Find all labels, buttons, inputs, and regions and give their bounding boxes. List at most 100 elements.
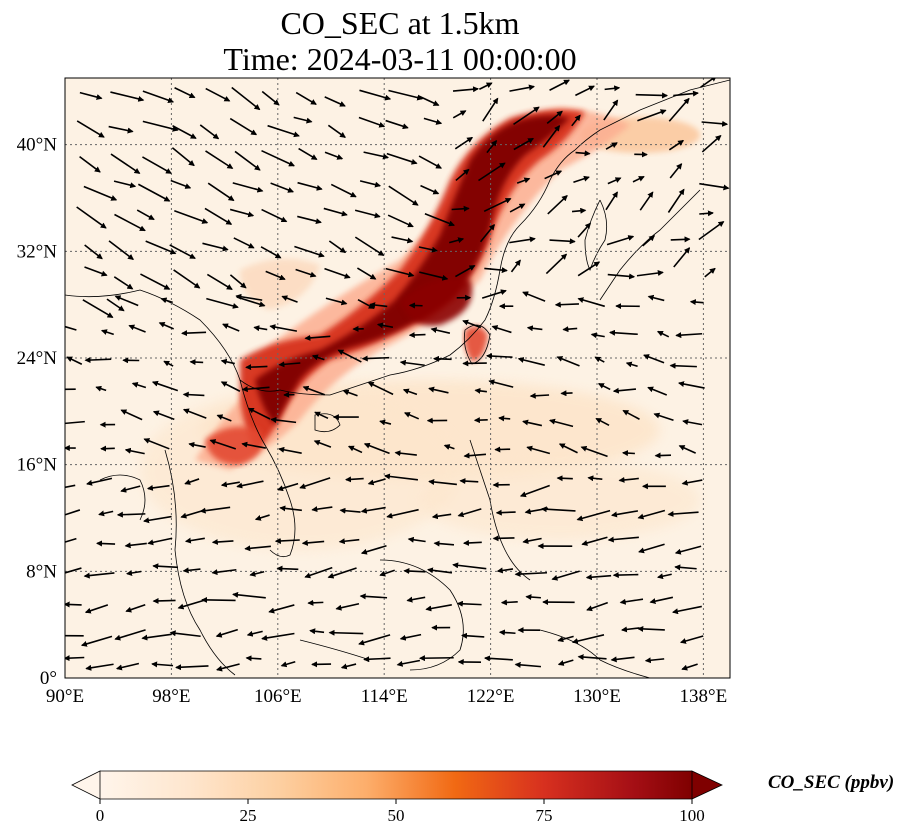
wind-arrow (408, 332, 426, 339)
wind-arrow (172, 125, 197, 139)
lon-tick-label: 98°E (152, 686, 190, 707)
wind-arrow (481, 289, 507, 299)
wind-arrow (345, 476, 364, 483)
wind-arrow (145, 240, 177, 255)
wind-arrow (83, 185, 118, 201)
wind-arrow (141, 633, 172, 641)
wind-arrow (581, 536, 608, 546)
map-frame-border (64, 77, 731, 679)
wind-arrow (298, 147, 318, 161)
wind-arrow (482, 97, 499, 122)
wind-arrow (610, 656, 635, 663)
colorbar-extend-min (71, 770, 101, 800)
wind-arrow (618, 476, 639, 483)
wind-arrow (311, 506, 333, 513)
wind-arrow (358, 116, 386, 128)
wind-arrow (376, 322, 394, 329)
wind-arrow (577, 297, 605, 308)
wind-arrow (120, 485, 141, 493)
wind-arrow (594, 356, 605, 363)
wind-arrow (391, 236, 414, 244)
wind-arrow (396, 659, 421, 667)
wind-arrow (367, 381, 394, 396)
wind-arrow (152, 410, 175, 421)
wind-arrow (126, 570, 142, 576)
wind-arrow (556, 356, 580, 367)
wind-arrow (424, 212, 455, 227)
wind-arrow (681, 479, 703, 486)
lon-tick-label: 114°E (361, 686, 408, 707)
wind-arrow (496, 567, 514, 574)
wind-arrow (542, 125, 561, 148)
wind-arrow (369, 302, 388, 309)
wind-arrow (142, 156, 172, 174)
wind-arrow (673, 90, 699, 97)
wind-arrow (678, 381, 705, 389)
wind-arrow (603, 99, 619, 121)
wind-arrow (612, 387, 637, 394)
wind-arrow (202, 242, 229, 252)
lat-tick-label: 8°N (26, 561, 57, 582)
wind-arrow (158, 322, 174, 330)
wind-arrow (328, 240, 347, 254)
wind-arrow (206, 273, 233, 290)
wind-arrow (399, 633, 422, 641)
wind-arrow (84, 604, 109, 614)
wind-arrow (428, 479, 457, 486)
wind-arrow (519, 484, 550, 498)
wind-arrow (220, 381, 241, 392)
colorbar-tick-label: 0 (96, 806, 105, 825)
wind-arrow (337, 349, 362, 363)
wind-vectors (65, 78, 730, 672)
wind-arrow (595, 417, 610, 427)
wind-arrow (184, 478, 200, 485)
wind-arrow (136, 209, 155, 221)
wind-arrow (456, 600, 482, 607)
wind-arrow (386, 508, 419, 519)
wind-arrow (701, 120, 729, 127)
wind-arrow (152, 563, 178, 570)
wind-arrow (295, 91, 317, 105)
wind-arrow (418, 246, 438, 253)
wind-arrow (611, 510, 639, 518)
wind-arrow (587, 475, 603, 482)
wind-arrow (653, 412, 674, 422)
wind-arrow (359, 180, 382, 188)
lon-tick-label: 122°E (467, 686, 515, 707)
wind-arrow (339, 507, 361, 514)
wind-arrow (299, 477, 331, 490)
lat-tick-label: 32°N (17, 241, 58, 262)
wind-arrow (324, 151, 344, 160)
wind-arrow (160, 297, 173, 304)
colorbar: 0 25 50 75 100 CO_SEC (ppbv) (71, 770, 894, 825)
wind-arrow (297, 181, 323, 191)
wind-arrow (637, 509, 666, 520)
wind-arrow (674, 545, 702, 555)
wind-arrow (189, 359, 204, 366)
wind-arrow (667, 511, 699, 518)
wind-arrow (204, 207, 233, 225)
wind-arrow (360, 506, 386, 514)
wind-arrow (500, 599, 518, 606)
wind-arrow (354, 209, 381, 219)
wind-arrow (211, 568, 237, 576)
wind-arrow (229, 274, 247, 289)
colorbar-tick-label: 75 (536, 806, 553, 825)
wind-arrow (525, 594, 541, 601)
wind-arrow (668, 139, 685, 151)
wind-arrow (556, 475, 573, 482)
wind-arrow (325, 297, 348, 306)
wind-arrow (513, 106, 540, 126)
wind-arrow (498, 629, 516, 636)
wind-arrow (297, 215, 322, 225)
wind-arrow (279, 505, 302, 512)
wind-arrow (199, 124, 220, 140)
wind-arrow (254, 514, 270, 521)
wind-arrow (182, 391, 205, 398)
wind-arrow (522, 291, 546, 302)
wind-arrow (547, 194, 568, 215)
wind-arrow (554, 301, 579, 308)
wind-arrow (229, 117, 258, 136)
wind-arrow (182, 408, 207, 419)
